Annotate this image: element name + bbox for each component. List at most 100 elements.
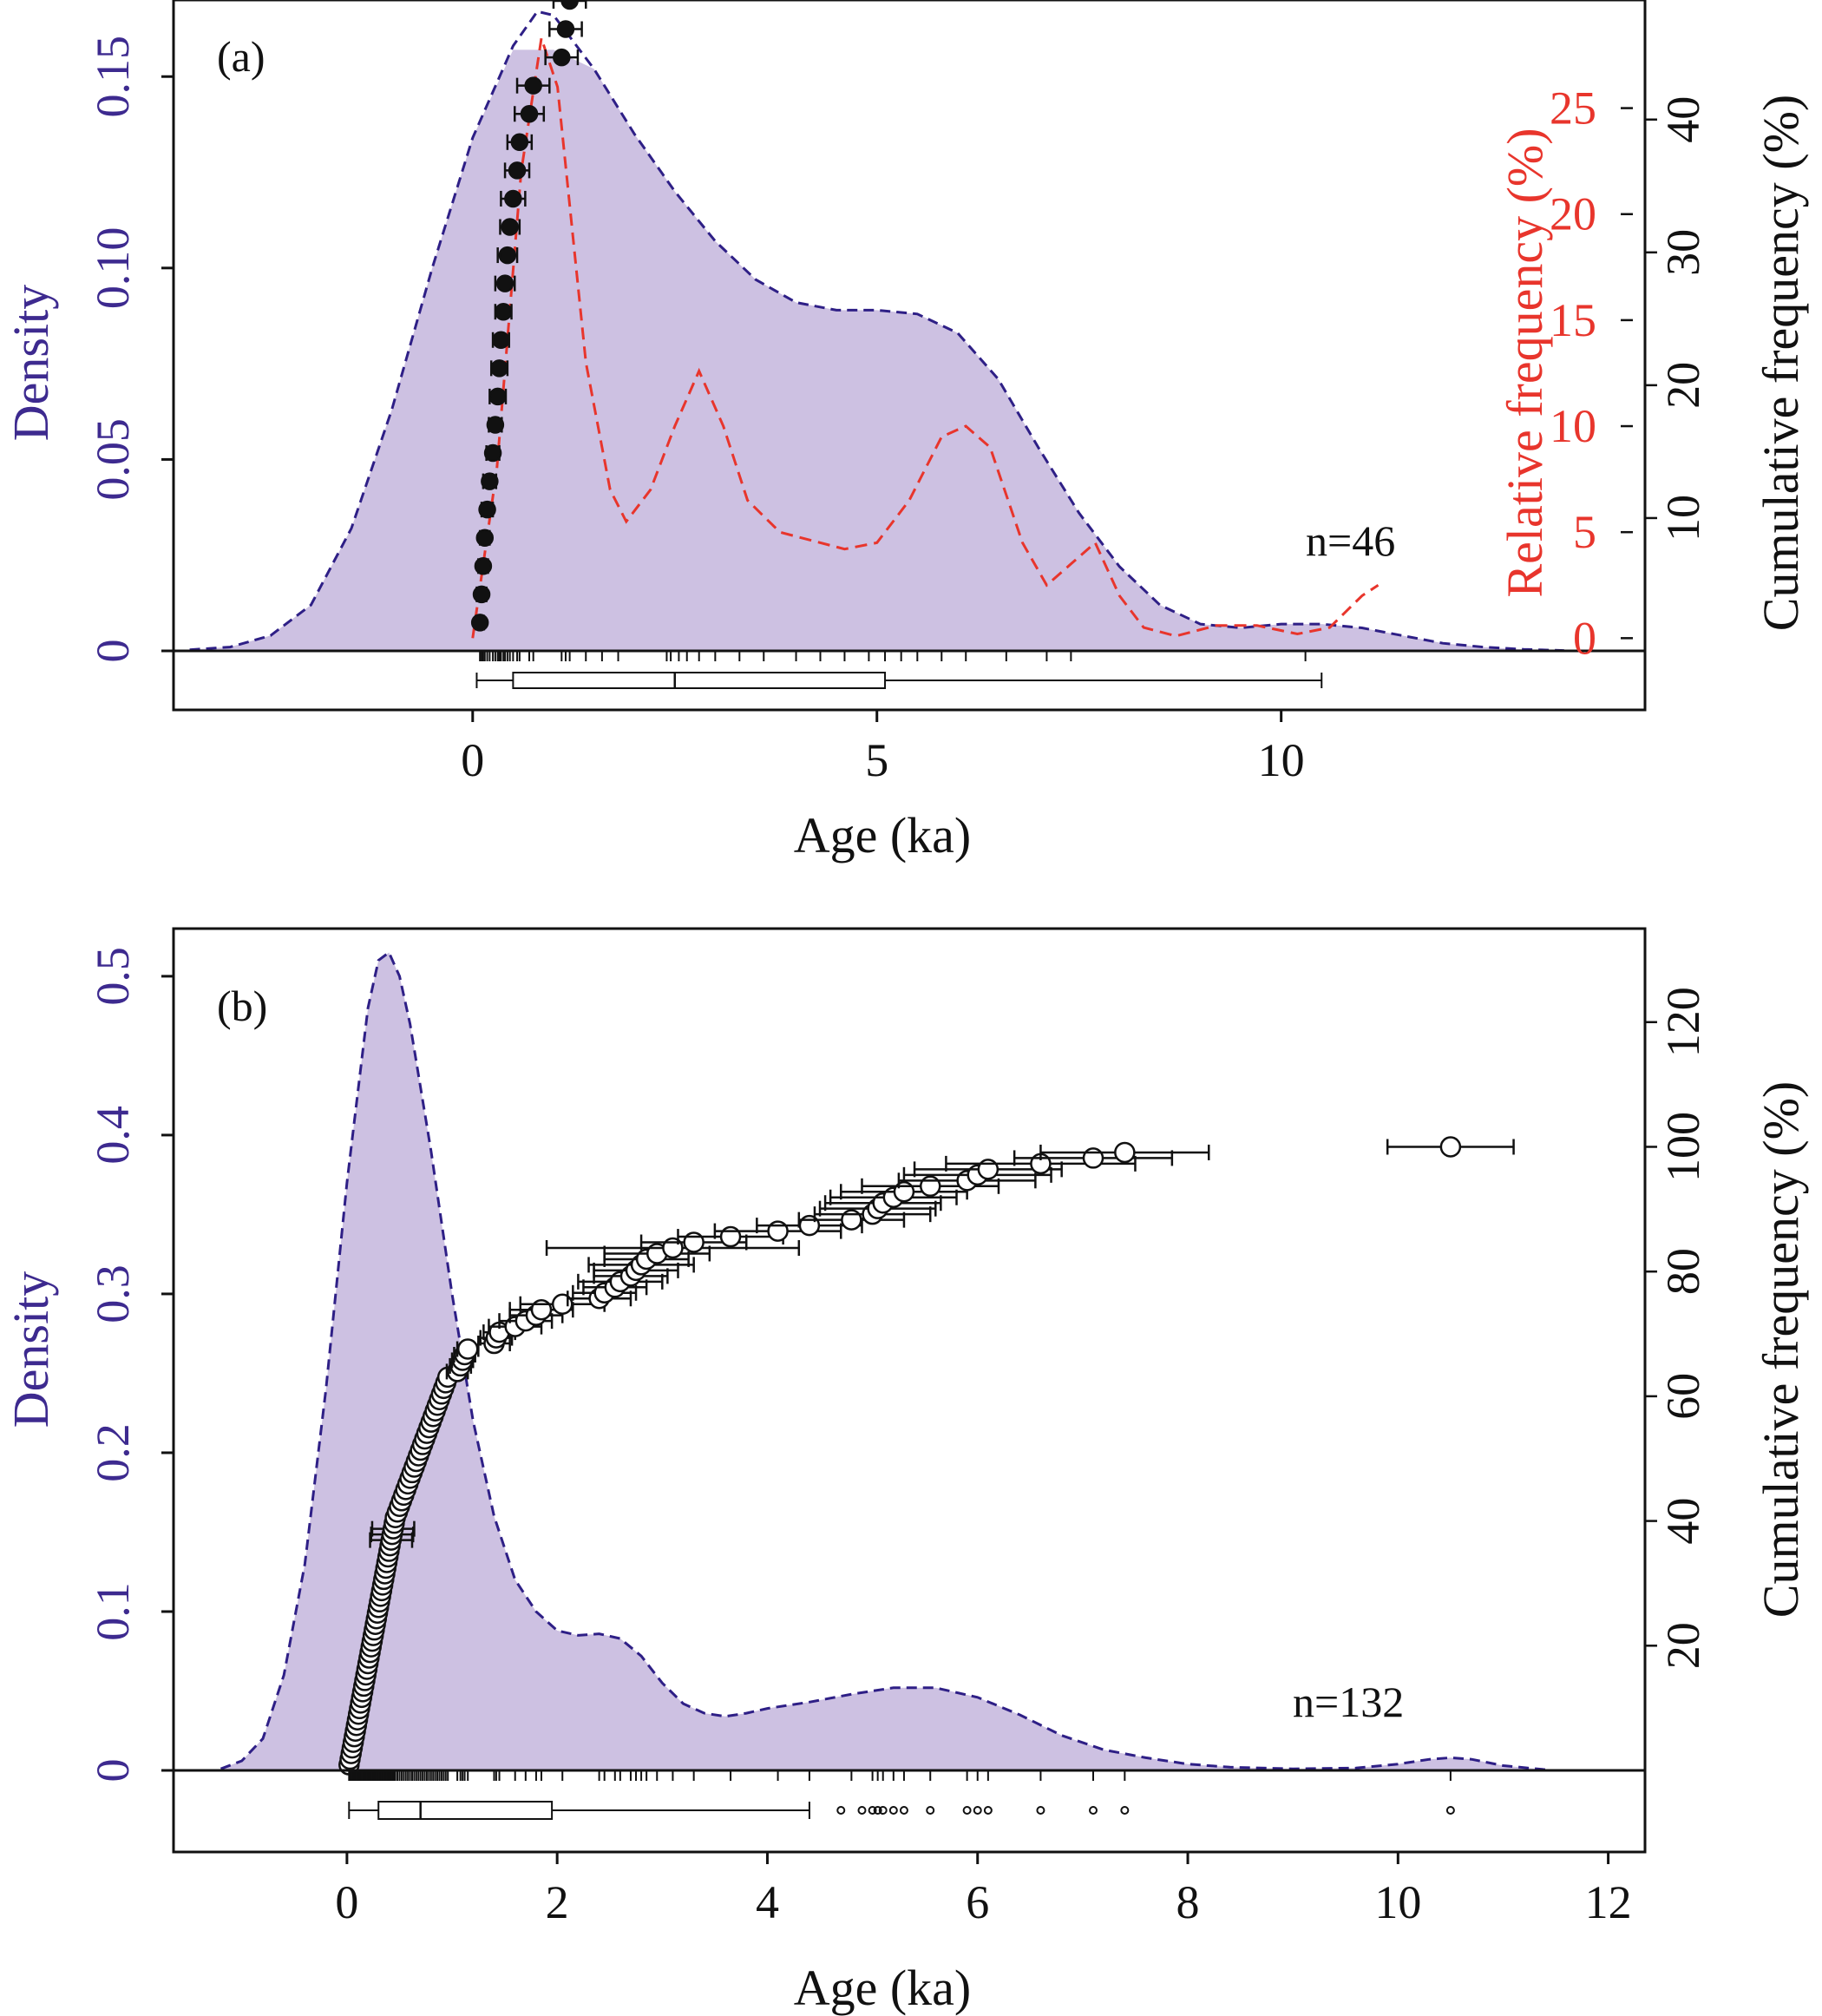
x-tick-label: 6 <box>966 1876 989 1928</box>
density-curve <box>220 950 1546 1771</box>
data-point <box>488 387 507 406</box>
y-tick-label-density: 0.15 <box>87 36 139 118</box>
y-tick-label-density: 0 <box>87 640 139 663</box>
x-tick-label: 0 <box>335 1876 358 1928</box>
boxplot-box <box>377 1801 554 1820</box>
relative-frequency-line <box>471 37 1380 639</box>
data-point <box>495 274 514 292</box>
data-point <box>1114 1141 1136 1164</box>
data-point <box>456 1338 479 1360</box>
panel-b: 0 2 4 6 8 10 1200.10.20.30.40.520406080100120 … <box>3 927 1809 2016</box>
y-axis-label-density-b: Density <box>3 1271 59 1428</box>
x-axis-label-b: Age (ka) <box>794 1960 972 2016</box>
rug-boxplot-strip-a <box>475 651 1323 689</box>
boxplot-outlier <box>1089 1806 1098 1815</box>
y-tick-label-cumulative: 40 <box>1657 1498 1709 1545</box>
x-tick-label: 12 <box>1585 1876 1632 1928</box>
y-tick-label-density: 0.3 <box>87 1264 139 1323</box>
data-point <box>553 48 571 67</box>
y-tick-label-relative: 5 <box>1573 506 1596 558</box>
y-tick-label-density: 0.5 <box>87 947 139 1006</box>
y-tick-label-cumulative: 60 <box>1657 1373 1709 1420</box>
boxplot-outlier <box>873 1806 882 1815</box>
y-axis-label-relative-frequency: Relative frequency (%) <box>1497 128 1553 597</box>
data-point <box>498 246 517 265</box>
density-area-a <box>189 10 1564 653</box>
y-axis-label-cumulative-a: Cumulative frequency (%) <box>1753 95 1809 631</box>
y-tick-label-relative: 0 <box>1573 612 1596 664</box>
data-point <box>475 529 495 547</box>
x-tick-label: 4 <box>756 1876 779 1928</box>
data-point <box>470 614 489 632</box>
data-point <box>556 20 575 38</box>
boxplot-outlier <box>962 1806 972 1815</box>
boxplot-outlier <box>973 1806 982 1815</box>
data-point <box>494 302 513 321</box>
data-point <box>474 557 493 575</box>
boxplot-outlier <box>868 1806 877 1815</box>
boxplot-outlier <box>878 1806 888 1815</box>
cumulative-points-b <box>338 1136 1515 1776</box>
y-tick-label-cumulative: 20 <box>1657 362 1709 409</box>
data-point <box>524 76 542 95</box>
y-tick-label-cumulative: 120 <box>1657 987 1709 1057</box>
boxplot-outlier <box>857 1806 867 1815</box>
y-axis-label-density-a: Density <box>3 285 59 441</box>
y-tick-label-density: 0.1 <box>87 1582 139 1641</box>
y-tick-label-relative: 25 <box>1550 82 1596 135</box>
y-tick-label-density: 0.2 <box>87 1423 139 1482</box>
relative-frequency-curve <box>471 37 1380 639</box>
density-area-b <box>220 950 1546 1771</box>
cumulative-points-a <box>470 0 587 632</box>
sample-size-b: n=132 <box>1293 1678 1404 1726</box>
y-tick-label-cumulative: 20 <box>1657 1622 1709 1669</box>
data-point <box>510 133 529 152</box>
x-tick-label: 10 <box>1258 734 1305 786</box>
y-tick-label-cumulative: 100 <box>1657 1112 1709 1182</box>
data-point <box>1439 1136 1462 1158</box>
y-tick-label-density: 0.4 <box>87 1106 139 1165</box>
panel-label-a: (a) <box>217 32 265 81</box>
y-tick-label-relative: 15 <box>1550 294 1596 346</box>
data-point <box>492 331 510 350</box>
y-tick-label-cumulative: 40 <box>1657 96 1709 143</box>
data-point <box>472 585 491 604</box>
x-tick-label: 8 <box>1176 1876 1200 1928</box>
boxplot-outlier <box>1120 1806 1130 1815</box>
y-tick-label-cumulative: 80 <box>1657 1248 1709 1295</box>
strip-frame-b <box>172 1769 1647 1854</box>
boxplot-outlier <box>836 1806 846 1815</box>
boxplot-outlier <box>1445 1806 1455 1815</box>
boxplot-outlier <box>983 1806 993 1815</box>
data-point <box>504 189 522 208</box>
data-point <box>520 104 539 123</box>
strip-frame-a <box>172 649 1647 712</box>
boxplot-outlier <box>888 1806 898 1815</box>
y-axis-label-cumulative-b: Cumulative frequency (%) <box>1753 1081 1809 1618</box>
y-tick-label-density: 0 <box>87 1759 139 1783</box>
boxplot-outlier <box>899 1806 908 1815</box>
y-tick-label-relative: 10 <box>1550 400 1596 452</box>
x-tick-label: 2 <box>546 1876 569 1928</box>
density-curve <box>189 10 1564 653</box>
y-tick-label-relative: 20 <box>1550 188 1596 240</box>
sample-size-a: n=46 <box>1306 516 1395 565</box>
data-point <box>483 443 502 463</box>
axes-a: 0 5 10 0 0.05 0.10 0.15 0 5 10 15 20 25 10 20 30 40 <box>87 36 1709 786</box>
data-point <box>481 472 499 490</box>
data-point <box>508 161 527 180</box>
x-tick-label: 0 <box>461 734 484 786</box>
x-axis-label-a: Age (ka) <box>794 807 972 864</box>
data-point <box>486 416 505 434</box>
y-tick-label-density: 0.05 <box>87 418 139 501</box>
data-point <box>501 218 519 236</box>
boxplot-outlier <box>926 1806 935 1815</box>
y-tick-label-density: 0.10 <box>87 227 139 310</box>
rug-boxplot-strip-b <box>348 1770 1455 1820</box>
data-point <box>490 359 508 378</box>
y-tick-label-cumulative: 30 <box>1657 229 1709 276</box>
density-fill <box>189 49 1564 651</box>
